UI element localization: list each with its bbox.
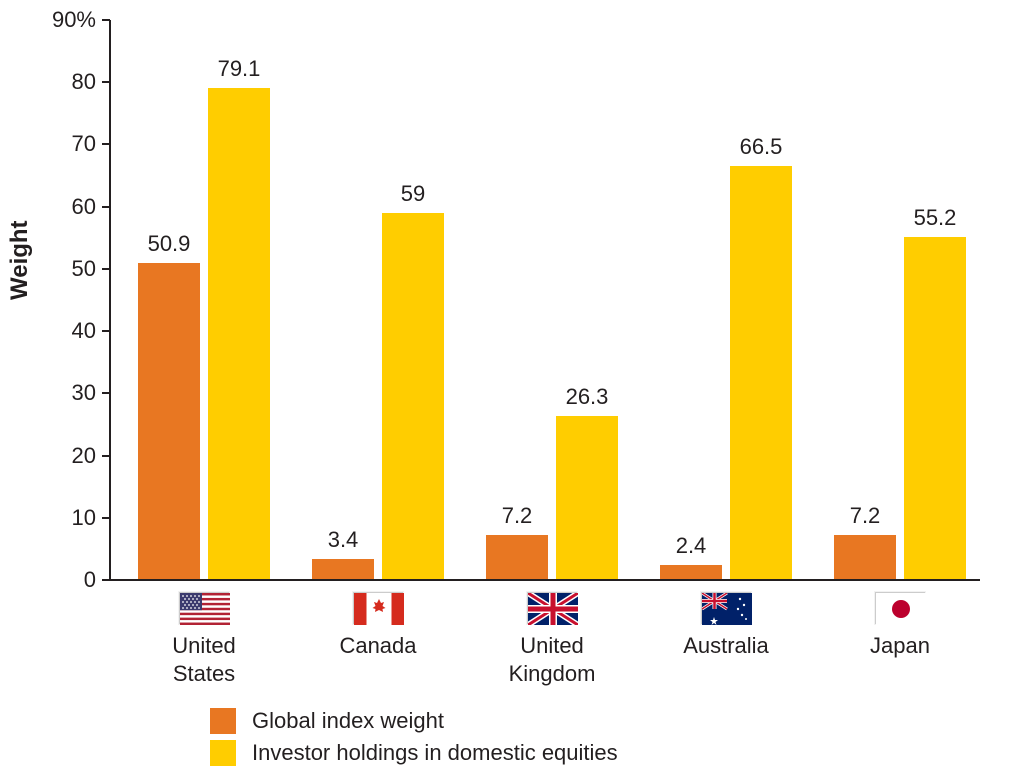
jp-flag-icon: [875, 592, 925, 624]
bar-label: 7.2: [502, 503, 533, 529]
y-tick-label: 90%: [52, 7, 96, 33]
bar-au-global_index_weight: 2.4: [660, 565, 722, 580]
flag-uk: [486, 592, 618, 630]
bar-ca-global_index_weight: 3.4: [312, 559, 374, 580]
y-tick-label: 30: [72, 380, 96, 406]
y-tick: [102, 455, 110, 457]
legend-label: Investor holdings in domestic equities: [252, 740, 618, 766]
bar-group-uk: 7.226.3: [486, 20, 660, 580]
flag-ca: [312, 592, 444, 630]
y-axis-line: [109, 20, 111, 580]
bar-uk-domestic_holdings: 26.3: [556, 416, 618, 580]
x-label-us: UnitedStates: [138, 632, 270, 687]
y-tick-label: 80: [72, 69, 96, 95]
bar-label: 55.2: [914, 205, 957, 231]
ca-flag-icon: [353, 592, 403, 624]
y-tick-label: 40: [72, 318, 96, 344]
legend-item-global_index_weight: Global index weight: [210, 708, 618, 734]
flag-us: [138, 592, 270, 630]
x-axis-line: [110, 579, 980, 581]
bar-us-domestic_holdings: 79.1: [208, 88, 270, 580]
bar-label: 50.9: [148, 231, 191, 257]
y-tick: [102, 143, 110, 145]
us-flag-icon: [179, 592, 229, 624]
y-tick: [102, 579, 110, 581]
bar-label: 2.4: [676, 533, 707, 559]
bar-label: 7.2: [850, 503, 881, 529]
y-tick-label: 20: [72, 443, 96, 469]
bars-container: 50.979.13.4597.226.32.466.57.255.2: [110, 20, 980, 580]
bar-au-domestic_holdings: 66.5: [730, 166, 792, 580]
y-tick: [102, 330, 110, 332]
y-tick: [102, 517, 110, 519]
x-label-au: Australia: [660, 632, 792, 660]
bar-jp-domestic_holdings: 55.2: [904, 237, 966, 580]
uk-flag-icon: [527, 592, 577, 624]
bar-label: 66.5: [740, 134, 783, 160]
bar-group-au: 2.4 66.5: [660, 20, 834, 580]
y-tick: [102, 206, 110, 208]
bar-ca-domestic_holdings: 59: [382, 213, 444, 580]
au-flag-icon: [701, 592, 751, 624]
bar-label: 59: [401, 181, 425, 207]
bar-jp-global_index_weight: 7.2: [834, 535, 896, 580]
flag-jp: [834, 592, 966, 630]
x-label-ca: Canada: [312, 632, 444, 660]
chart-container: Weight 50.979.13.4597.226.32.466.57.255.…: [0, 0, 1024, 775]
x-label-uk: UnitedKingdom: [486, 632, 618, 687]
x-label-jp: Japan: [834, 632, 966, 660]
y-tick-label: 0: [84, 567, 96, 593]
bar-label: 79.1: [218, 56, 261, 82]
plot-area: 50.979.13.4597.226.32.466.57.255.2 01020…: [110, 20, 980, 580]
y-tick-label: 50: [72, 256, 96, 282]
bar-label: 26.3: [566, 384, 609, 410]
legend-swatch: [210, 708, 236, 734]
legend: Global index weight Investor holdings in …: [210, 708, 618, 772]
y-tick-label: 10: [72, 505, 96, 531]
y-axis-label: Weight: [6, 220, 34, 300]
y-tick: [102, 19, 110, 21]
y-tick: [102, 81, 110, 83]
legend-label: Global index weight: [252, 708, 444, 734]
y-tick: [102, 392, 110, 394]
bar-us-global_index_weight: 50.9: [138, 263, 200, 580]
bar-group-jp: 7.255.2: [834, 20, 1008, 580]
legend-swatch: [210, 740, 236, 766]
bar-group-ca: 3.4 59: [312, 20, 486, 580]
y-tick: [102, 268, 110, 270]
y-tick-label: 60: [72, 194, 96, 220]
y-tick-label: 70: [72, 131, 96, 157]
legend-item-domestic_holdings: Investor holdings in domestic equities: [210, 740, 618, 766]
flag-au: [660, 592, 792, 630]
bar-group-us: 50.979.1: [138, 20, 312, 580]
bar-uk-global_index_weight: 7.2: [486, 535, 548, 580]
bar-label: 3.4: [328, 527, 359, 553]
